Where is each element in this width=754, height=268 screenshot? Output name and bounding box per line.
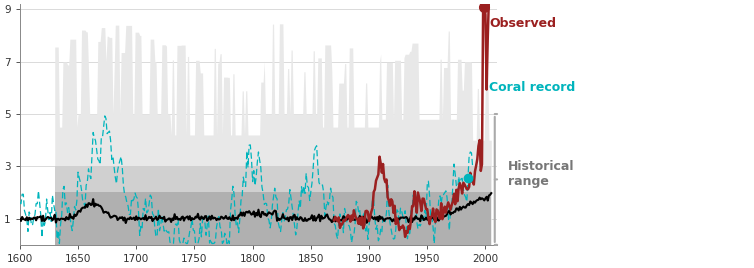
Text: Historical
range: Historical range	[507, 160, 574, 188]
Text: Observed: Observed	[489, 17, 556, 30]
Text: Coral record: Coral record	[489, 81, 575, 94]
